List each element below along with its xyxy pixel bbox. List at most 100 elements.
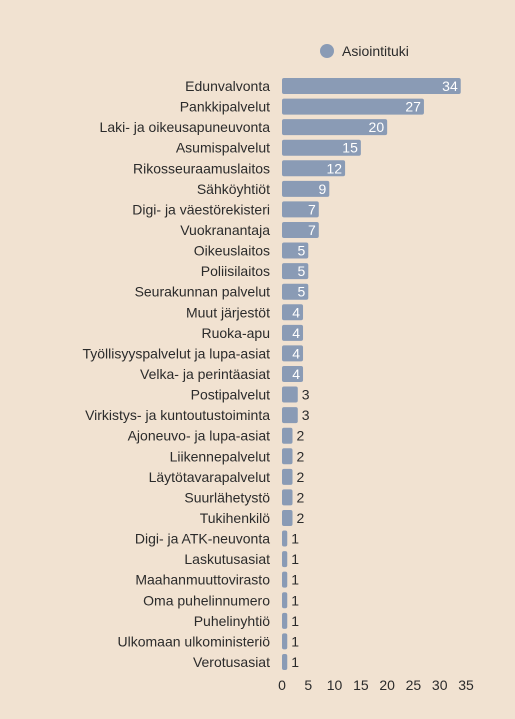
category-label: Edunvalvonta xyxy=(185,78,270,94)
category-label: Ruoka-apu xyxy=(202,325,271,341)
bar xyxy=(282,242,309,259)
value-label: 5 xyxy=(297,263,305,279)
category-label: Oikeuslaitos xyxy=(194,243,270,259)
bar xyxy=(282,283,309,300)
category-label: Ulkomaan ulkoministeriö xyxy=(117,633,270,649)
category-label: Sähköyhtiöt xyxy=(197,181,270,197)
value-label: 2 xyxy=(297,510,305,526)
value-label: 4 xyxy=(292,325,300,341)
bar xyxy=(282,98,424,115)
category-label: Suurlähetystö xyxy=(184,489,270,505)
value-label: 1 xyxy=(291,633,299,649)
category-label: Läytötavarapalvelut xyxy=(149,469,271,485)
legend-swatch xyxy=(320,44,334,58)
bar xyxy=(282,530,288,547)
value-label: 3 xyxy=(302,407,310,423)
value-label: 27 xyxy=(405,99,421,115)
bar xyxy=(282,509,293,526)
bar xyxy=(282,489,293,506)
category-label: Digi- ja väestörekisteri xyxy=(132,201,270,217)
value-label: 3 xyxy=(302,387,310,403)
bar xyxy=(282,304,304,321)
category-label: Poliisilaitos xyxy=(201,263,270,279)
x-tick-label: 0 xyxy=(278,677,286,693)
value-label: 15 xyxy=(342,140,358,156)
category-label: Verotusasiat xyxy=(193,654,270,670)
x-tick-label: 5 xyxy=(304,677,312,693)
value-label: 5 xyxy=(297,243,305,259)
value-label: 20 xyxy=(369,119,385,135)
legend: Asiointituki xyxy=(320,43,409,59)
category-labels: Edunvalvonta Pankkipalvelut Laki- ja oikeu… xyxy=(82,78,270,670)
category-label: Puhelinyhtiö xyxy=(194,613,270,629)
x-tick-label: 20 xyxy=(379,677,395,693)
bar xyxy=(282,345,304,362)
bar xyxy=(282,468,293,485)
bar xyxy=(282,653,288,670)
bar xyxy=(282,180,330,197)
bar xyxy=(282,612,288,629)
x-axis: 0 5 10 15 20 25 30 35 xyxy=(278,677,474,693)
bar xyxy=(282,427,293,444)
bar xyxy=(282,263,309,280)
category-label: Asumispalvelut xyxy=(176,140,270,156)
category-label: Muut järjestöt xyxy=(186,304,270,320)
category-label: Rikosseuraamuslaitos xyxy=(133,160,270,176)
x-tick-label: 35 xyxy=(458,677,474,693)
value-label: 34 xyxy=(442,78,458,94)
category-label: Vuokranantaja xyxy=(180,222,270,238)
bar xyxy=(282,633,288,650)
value-label: 5 xyxy=(297,284,305,300)
category-label: Velka- ja perintäasiat xyxy=(140,366,270,382)
value-label: 1 xyxy=(291,551,299,567)
bar xyxy=(282,139,361,156)
value-label: 1 xyxy=(291,531,299,547)
bar xyxy=(282,407,298,424)
category-label: Digi- ja ATK-neuvonta xyxy=(135,531,270,547)
value-label: 9 xyxy=(319,181,327,197)
x-tick-label: 30 xyxy=(432,677,448,693)
bar xyxy=(282,592,288,609)
value-label: 4 xyxy=(292,304,300,320)
category-label: Ajoneuvo- ja lupa-asiat xyxy=(128,428,271,444)
bar xyxy=(282,448,293,465)
value-label: 2 xyxy=(297,448,305,464)
category-label: Liikennepalvelut xyxy=(170,448,271,464)
bar xyxy=(282,365,304,382)
value-label: 1 xyxy=(291,613,299,629)
x-tick-label: 15 xyxy=(353,677,369,693)
value-label: 2 xyxy=(297,489,305,505)
category-label: Oma puhelinnumero xyxy=(143,592,270,608)
value-label: 4 xyxy=(292,345,300,361)
bar xyxy=(282,571,288,588)
value-label: 4 xyxy=(292,366,300,382)
x-tick-label: 25 xyxy=(406,677,422,693)
value-label: 2 xyxy=(297,469,305,485)
category-label: Virkistys- ja kuntoutustoiminta xyxy=(85,407,270,423)
bar xyxy=(282,324,304,341)
value-label: 1 xyxy=(291,572,299,588)
legend-label-asiointituki: Asiointituki xyxy=(342,43,409,59)
value-label: 1 xyxy=(291,654,299,670)
value-label: 7 xyxy=(308,201,316,217)
value-label: 7 xyxy=(308,222,316,238)
category-label: Postipalvelut xyxy=(191,387,270,403)
bar xyxy=(282,386,298,403)
bar xyxy=(282,78,461,94)
x-tick-label: 10 xyxy=(327,677,343,693)
category-label: Laskutusasiat xyxy=(184,551,270,567)
category-label: Työllisyyspalvelut ja lupa-asiat xyxy=(82,345,270,361)
bar xyxy=(282,160,346,177)
bar xyxy=(282,221,319,238)
bar xyxy=(282,201,319,218)
value-label: 1 xyxy=(291,592,299,608)
category-label: Pankkipalvelut xyxy=(180,99,270,115)
bars xyxy=(282,78,461,670)
bar xyxy=(282,119,388,136)
value-label: 12 xyxy=(327,160,343,176)
category-label: Tukihenkilö xyxy=(200,510,271,526)
category-label: Maahanmuuttovirasto xyxy=(135,572,270,588)
value-label: 2 xyxy=(297,428,305,444)
